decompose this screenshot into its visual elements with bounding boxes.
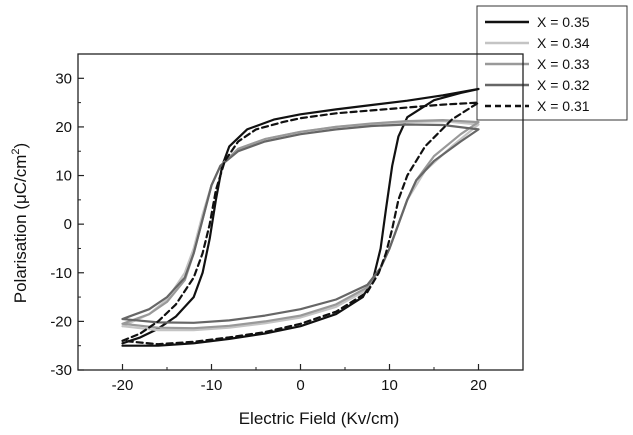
y-axis-title: Polarisation (μC/cm2)	[10, 143, 30, 303]
x-tick-label: 0	[296, 377, 304, 394]
x-tick-label: 10	[381, 377, 398, 394]
y-axis-title-mu: μ	[11, 194, 30, 204]
x-axis-title: Electric Field (Kv/cm)	[239, 409, 400, 428]
x-tick-label: -20	[112, 377, 134, 394]
y-tick-label: 30	[55, 70, 72, 87]
legend-label-5: X = 0.31	[537, 98, 590, 114]
series-line-1	[121, 87, 480, 347]
y-tick-label: -30	[50, 362, 72, 379]
y-tick-label: 20	[55, 119, 72, 136]
ticks	[77, 77, 524, 371]
legend: X = 0.35 X = 0.34 X = 0.33 X = 0.32 X = 0.31	[476, 5, 628, 121]
series-line-2	[121, 120, 480, 332]
plot-lines	[121, 87, 480, 347]
plot-frame	[77, 53, 524, 371]
y-tick-label: 10	[55, 168, 72, 185]
legend-label-4: X = 0.32	[537, 77, 590, 93]
x-tick-label: -10	[201, 377, 223, 394]
y-axis-title-unit: C/cm	[11, 155, 30, 195]
series-line-4	[121, 123, 480, 324]
y-axis-title-close: )	[11, 143, 30, 149]
tick-labels: -20 -10 0 10 20 -30 -20 -10 0 10 20 30	[50, 70, 487, 394]
y-tick-label: 0	[64, 216, 72, 233]
legend-label-3: X = 0.33	[537, 56, 590, 72]
series-line-3	[121, 119, 480, 330]
y-tick-label: -20	[50, 313, 72, 330]
y-tick-label: -10	[50, 265, 72, 282]
series-line-5	[121, 101, 480, 346]
x-tick-label: 20	[470, 377, 487, 394]
legend-label-1: X = 0.35	[537, 14, 590, 30]
legend-label-2: X = 0.34	[537, 35, 590, 51]
y-axis-title-main: Polarisation (	[11, 204, 30, 304]
y-axis-title-sup: 2	[10, 148, 22, 154]
